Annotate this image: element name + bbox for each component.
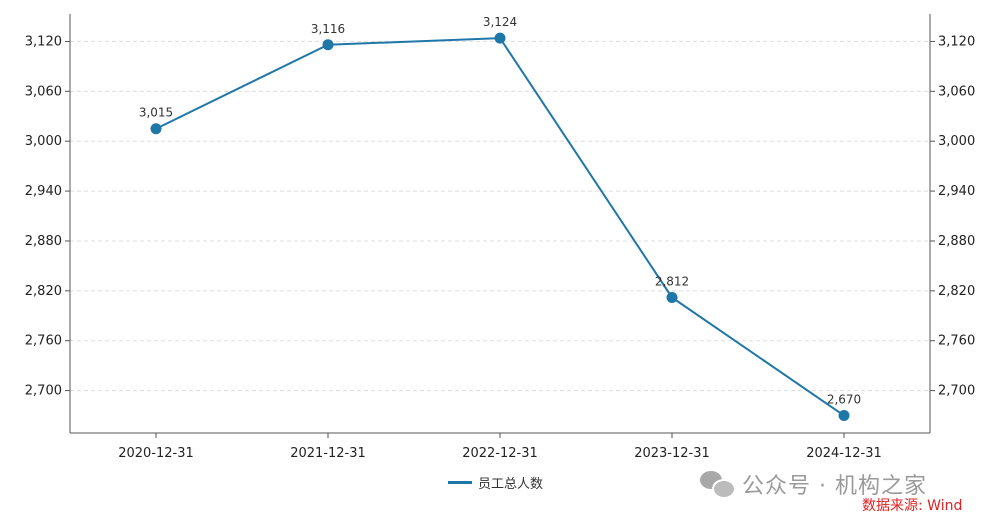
data-label: 3,116 xyxy=(311,22,345,36)
x-tick-label: 2023-12-31 xyxy=(634,446,710,461)
y-tick-label-right: 3,000 xyxy=(938,134,975,149)
series-layer: 3,015 3,116 3,124 2,812 2,670 xyxy=(139,15,861,422)
data-point xyxy=(494,32,506,44)
y-tick-label-left: 2,940 xyxy=(25,184,62,199)
series-line xyxy=(155,37,845,417)
y-tick-label-right: 3,060 xyxy=(938,84,975,99)
data-label: 2,670 xyxy=(827,393,861,407)
data-label: 3,124 xyxy=(483,15,517,29)
y-tick-label-right: 2,940 xyxy=(938,184,975,199)
y-axis-ticks: 2,700 2,700 2,760 2,760 2,820 2,820 2,880 2,880… xyxy=(25,34,975,398)
data-label: 3,015 xyxy=(139,106,173,120)
legend-label: 员工总人数 xyxy=(478,477,544,492)
watermark: 公众号 · 机构之家 xyxy=(700,468,927,500)
x-tick-label: 2024-12-31 xyxy=(806,446,882,461)
y-tick-label-right: 2,760 xyxy=(938,334,975,349)
wechat-icon xyxy=(700,471,736,499)
x-axis-ticks: 2020-12-31 2021-12-31 2022-12-31 2023-12-31… xyxy=(118,433,882,461)
data-point xyxy=(838,410,850,422)
data-point xyxy=(150,123,162,135)
y-tick-label-left: 3,060 xyxy=(25,84,62,99)
y-tick-label-left: 2,760 xyxy=(25,334,62,349)
y-tick-label-right: 2,880 xyxy=(938,234,975,249)
x-tick-label: 2020-12-31 xyxy=(118,446,194,461)
x-tick-label: 2022-12-31 xyxy=(462,446,538,461)
y-tick-label-left: 2,880 xyxy=(25,234,62,249)
watermark-text: 公众号 · 机构之家 xyxy=(742,474,927,499)
data-source: 数据来源: Wind xyxy=(862,498,963,514)
x-tick-label: 2021-12-31 xyxy=(290,446,366,461)
y-tick-label-right: 2,820 xyxy=(938,284,975,299)
y-tick-label-left: 3,000 xyxy=(25,134,62,149)
y-tick-label-left: 2,820 xyxy=(25,284,62,299)
legend-swatch xyxy=(448,481,472,484)
legend[interactable]: 员工总人数 xyxy=(448,473,543,492)
y-tick-label-left: 3,120 xyxy=(25,34,62,49)
data-label: 2,812 xyxy=(655,274,689,288)
y-tick-label-left: 2,700 xyxy=(25,384,62,399)
grid-lines xyxy=(70,40,930,392)
data-point xyxy=(666,291,678,303)
data-point xyxy=(322,39,334,51)
y-tick-label-right: 3,120 xyxy=(938,34,975,49)
y-tick-label-right: 2,700 xyxy=(938,384,975,399)
